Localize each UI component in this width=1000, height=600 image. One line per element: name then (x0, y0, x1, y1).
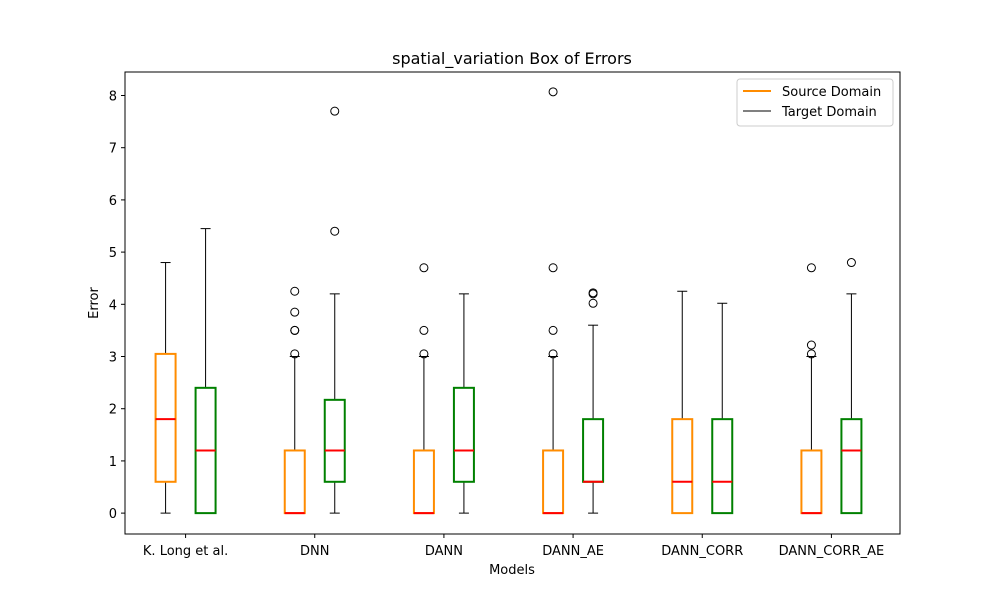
y-tick-label: 6 (109, 194, 117, 209)
iqr-box (452, 386, 475, 483)
iqr-box (542, 449, 565, 515)
outlier-point (548, 87, 558, 97)
y-tick-label: 0 (109, 507, 117, 522)
axes-frame (124, 71, 901, 535)
outlier-point (548, 349, 558, 359)
legend-label-target-domain: Target Domain (781, 105, 877, 120)
outlier-point (548, 263, 558, 273)
outlier-point (419, 325, 429, 335)
iqr-box (582, 418, 605, 483)
box-target-domain (323, 106, 346, 514)
legend: Source Domain Target Domain (736, 78, 894, 127)
x-tick-label: DANN_CORR_AE (779, 544, 885, 559)
y-axis-label: Error (87, 287, 102, 319)
box-target-domain (194, 228, 217, 515)
x-tick-label: DANN_CORR (661, 544, 743, 559)
y-tick-label: 2 (109, 403, 117, 418)
box-source-domain (412, 263, 435, 515)
box-source-domain (800, 263, 823, 515)
outlier-point (806, 349, 816, 359)
iqr-box (412, 449, 435, 515)
y-tick-label: 8 (109, 89, 117, 104)
outlier-point (588, 298, 598, 308)
outlier-point (419, 349, 429, 359)
x-axis-label: Models (489, 563, 535, 578)
x-tick-label: DNN (300, 544, 329, 559)
iqr-box (840, 418, 863, 515)
x-tick-label: DANN (425, 544, 463, 559)
iqr-box (323, 398, 346, 483)
outlier-point (419, 263, 429, 273)
outlier-point (330, 106, 340, 116)
y-tick-label: 3 (109, 351, 117, 366)
iqr-box (800, 449, 823, 515)
box-source-domain (154, 262, 177, 514)
outlier-point (290, 349, 300, 359)
box-target-domain (840, 258, 863, 515)
x-tick-label: DANN_AE (542, 544, 604, 559)
iqr-box (154, 352, 177, 483)
iqr-box (671, 418, 694, 515)
chart-title: spatial_variation Box of Errors (392, 49, 632, 69)
y-tick-label: 7 (109, 142, 117, 157)
x-tick-label: K. Long et al. (143, 544, 228, 559)
iqr-box (711, 418, 734, 515)
outlier-point (290, 325, 300, 335)
outlier-point (806, 340, 816, 350)
box-source-domain (283, 286, 306, 515)
box-target-domain (711, 302, 734, 515)
box-target-domain (452, 293, 475, 514)
outlier-point (588, 288, 598, 298)
y-tick-label: 1 (109, 455, 117, 470)
outlier-point (846, 258, 856, 268)
box-source-domain (542, 87, 565, 515)
legend-frame (736, 78, 894, 127)
iqr-box (283, 449, 306, 515)
outlier-point (330, 226, 340, 236)
box-source-domain (671, 290, 694, 515)
outlier-point (548, 325, 558, 335)
box-target-domain (582, 288, 605, 514)
outlier-point (806, 263, 816, 273)
legend-label-source-domain: Source Domain (782, 85, 881, 100)
plot-area: 0 1 2 3 4 5 6 7 8 K. Long et al. DNN DANN DANN_AE DAN… (109, 87, 885, 559)
outlier-point (290, 286, 300, 296)
y-tick-label: 5 (109, 246, 117, 261)
y-tick-label: 4 (109, 298, 117, 313)
outlier-point (290, 307, 300, 317)
